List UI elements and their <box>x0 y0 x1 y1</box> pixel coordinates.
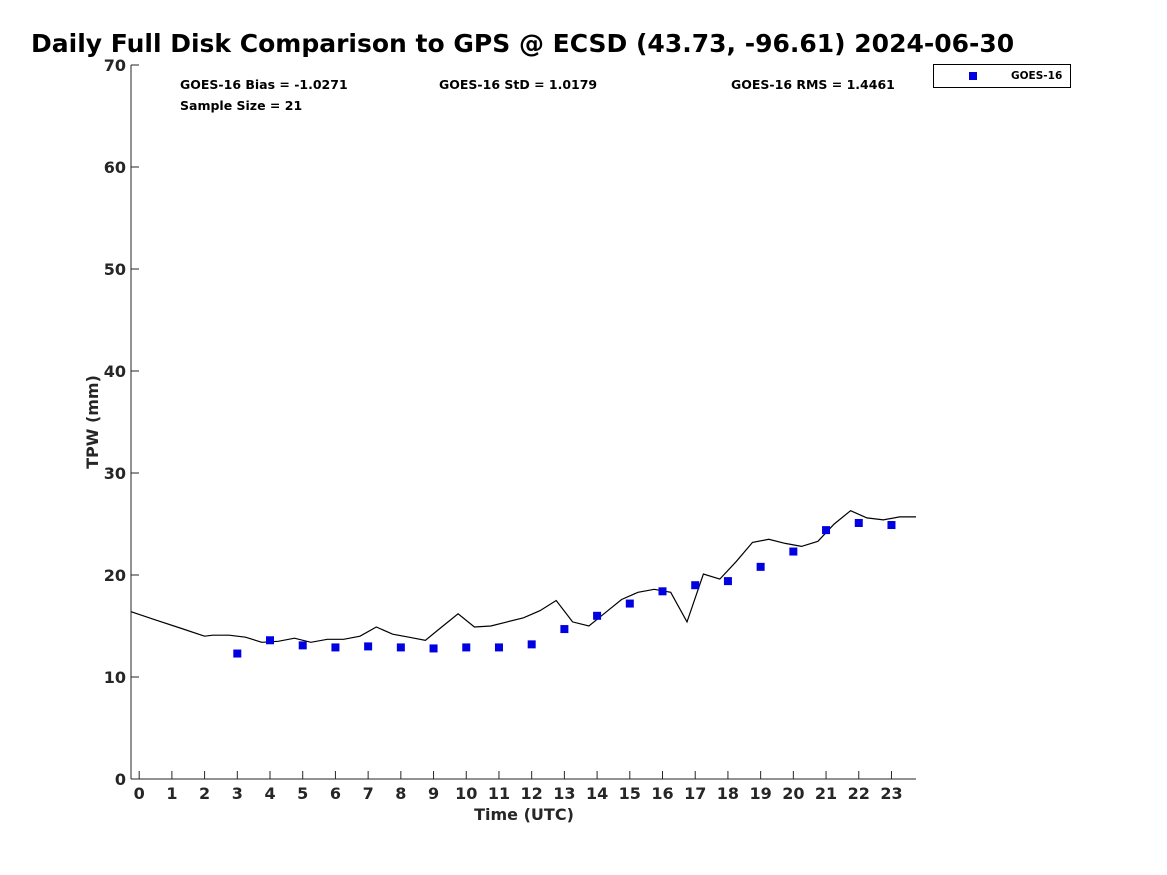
legend: GOES-16 <box>933 64 1071 88</box>
goes16-point <box>691 581 700 590</box>
goes16-point <box>266 636 275 645</box>
goes16-point <box>527 640 536 649</box>
x-tick-label: 1 <box>166 784 177 803</box>
y-tick-label: 50 <box>104 260 126 279</box>
goes16-point <box>593 611 602 620</box>
y-tick-label: 10 <box>104 668 126 687</box>
x-tick-label: 0 <box>134 784 145 803</box>
goes16-point <box>396 643 405 652</box>
goes16-point <box>756 562 765 571</box>
y-tick-label: 70 <box>104 56 126 75</box>
x-tick-label: 8 <box>395 784 406 803</box>
gps-reference-line <box>130 510 916 643</box>
x-tick-label: 17 <box>684 784 706 803</box>
goes16-point <box>233 649 242 658</box>
y-axis-label: TPW (mm) <box>83 375 102 469</box>
legend-label-goes16: GOES-16 <box>1011 70 1062 82</box>
x-tick-label: 4 <box>264 784 275 803</box>
std-stat: GOES-16 StD = 1.0179 <box>439 77 597 92</box>
goes16-point <box>789 547 798 556</box>
rms-stat: GOES-16 RMS = 1.4461 <box>731 77 895 92</box>
x-tick-label: 5 <box>297 784 308 803</box>
x-tick-label: 18 <box>717 784 739 803</box>
x-tick-label: 12 <box>521 784 543 803</box>
legend-box <box>933 64 1071 88</box>
series-layer <box>130 510 916 658</box>
x-tick-label: 2 <box>199 784 210 803</box>
x-tick-label: 7 <box>363 784 374 803</box>
x-tick-label: 6 <box>330 784 341 803</box>
bias-stat: GOES-16 Bias = -1.0271 <box>180 77 348 92</box>
goes16-point <box>887 521 896 530</box>
y-tick-label: 60 <box>104 158 126 177</box>
x-tick-label: 10 <box>455 784 477 803</box>
x-tick-label: 3 <box>232 784 243 803</box>
x-tick-label: 15 <box>619 784 641 803</box>
goes16-point <box>331 643 340 652</box>
goes16-point <box>625 599 634 608</box>
x-tick-label: 14 <box>586 784 608 803</box>
x-tick-label: 13 <box>553 784 575 803</box>
y-ticks: 0 10 20 30 40 50 60 70 <box>104 56 139 789</box>
y-tick-label: 20 <box>104 566 126 585</box>
goes16-point <box>298 641 307 650</box>
sample-size-stat: Sample Size = 21 <box>180 98 302 113</box>
x-tick-label: 16 <box>651 784 673 803</box>
plot-area <box>130 65 916 780</box>
x-tick-label: 9 <box>428 784 439 803</box>
x-axis-label: Time (UTC) <box>474 805 574 824</box>
goes16-point <box>560 625 569 634</box>
x-ticks: 0 1 2 3 4 5 6 7 8 9 10 11 12 13 14 15 16 17 18 19 20 21 22 23 <box>134 771 903 803</box>
x-tick-label: 11 <box>488 784 510 803</box>
goes16-point <box>723 577 732 586</box>
goes16-point <box>364 642 373 651</box>
goes16-point <box>658 587 667 596</box>
goes16-point <box>429 644 438 653</box>
x-tick-label: 22 <box>848 784 870 803</box>
goes16-point <box>494 643 503 652</box>
goes16-point <box>822 526 831 535</box>
y-tick-label: 30 <box>104 464 126 483</box>
x-tick-label: 21 <box>815 784 837 803</box>
goes16-point <box>854 518 863 527</box>
y-tick-label: 40 <box>104 362 126 381</box>
x-tick-label: 20 <box>782 784 804 803</box>
legend-marker-goes16 <box>969 72 977 80</box>
chart-title: Daily Full Disk Comparison to GPS @ ECSD… <box>31 29 1014 58</box>
x-tick-label: 19 <box>750 784 772 803</box>
x-tick-label: 23 <box>880 784 902 803</box>
goes16-point <box>462 643 471 652</box>
y-tick-label: 0 <box>115 770 126 789</box>
